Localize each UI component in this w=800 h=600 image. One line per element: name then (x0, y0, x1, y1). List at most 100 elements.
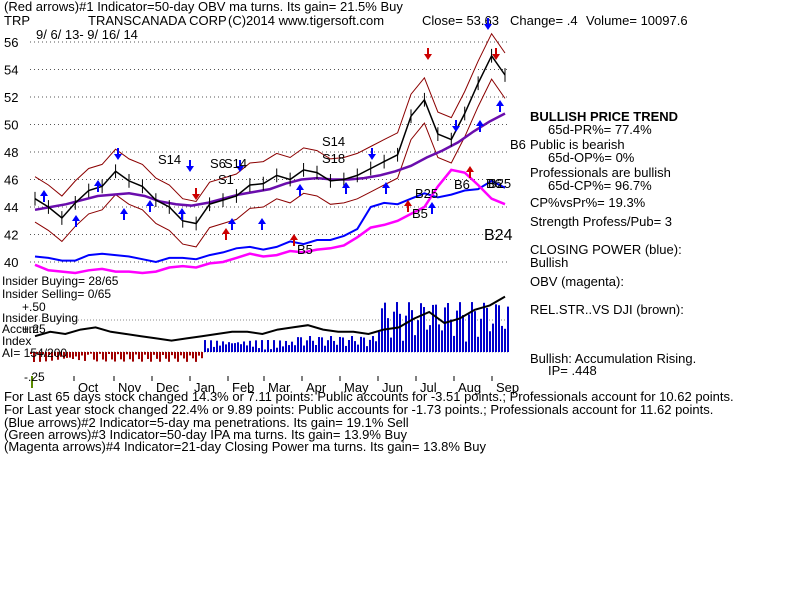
y-tick-40: 40 (4, 255, 18, 270)
accum-bar (138, 352, 140, 360)
x-tick-mar: Mar (268, 380, 291, 395)
accum-bar (81, 352, 83, 356)
accum-bar (162, 352, 164, 355)
accum-bar (234, 343, 236, 352)
up-arrow-icon (342, 182, 350, 194)
plus25-label: +.25 (22, 322, 46, 336)
minus25-label: -.25 (24, 370, 45, 384)
indicator1-line: (Red arrows)#1 Indicator=50-day OBV ma t… (4, 0, 403, 14)
accum-bar (75, 352, 77, 357)
insider-selling: Insider Selling= 0/65 (2, 287, 112, 301)
accum-bar (384, 302, 386, 352)
accum-bar (117, 352, 119, 355)
accum-bar (450, 319, 452, 352)
relative-strength-line (34, 295, 506, 342)
accum-bar (474, 311, 476, 352)
accum-bar (126, 352, 128, 355)
accum-bar (315, 345, 317, 352)
cpvspr-line: CP%vsPr%= 19.3% (530, 195, 646, 210)
series-lines (34, 32, 506, 342)
accum-bar (216, 340, 218, 352)
accum-bar (90, 352, 92, 354)
accum-rising: Bullish: Accumulation Rising. (530, 351, 697, 366)
accum-bar (171, 352, 173, 356)
accum-bar (237, 342, 239, 352)
up-arrow-icon (146, 200, 154, 212)
signal-label-b25: B25 (488, 176, 511, 191)
accum-bar (435, 304, 437, 352)
accum-bar (93, 352, 95, 360)
accum-bar (129, 352, 131, 360)
cp-line: 65d-CP%= 96.7% (548, 178, 652, 193)
accum-bar (459, 302, 461, 352)
accum-bar (447, 302, 449, 352)
accum-bar (36, 352, 38, 355)
accum-bar (102, 352, 104, 360)
prof-line: Professionals are bullish (530, 165, 671, 180)
accum-bar (39, 352, 41, 362)
up-arrow-icon (94, 180, 102, 192)
down-arrow-icon (236, 160, 244, 172)
up-arrow-icon (466, 166, 474, 178)
accum-bar (456, 310, 458, 352)
accum-bar (369, 339, 371, 352)
accum-bar (201, 352, 203, 359)
signal-label-b6: B6 (454, 177, 470, 192)
accum-bar (282, 346, 284, 352)
accum-bar (411, 310, 413, 352)
accum-bar (180, 352, 182, 356)
y-tick-48: 48 (4, 145, 18, 160)
signal-label-s14: S14 (224, 156, 247, 171)
accum-bar (156, 352, 158, 359)
moving-average-line (34, 112, 506, 212)
accum-bar (69, 352, 71, 358)
accum-bar (177, 352, 179, 362)
accum-bar (189, 352, 191, 356)
accum-bar (195, 352, 197, 362)
accum-bar (132, 352, 134, 362)
accum-bar (249, 340, 251, 352)
upper-band-line (34, 32, 506, 203)
accum-bar (297, 337, 299, 352)
accum-bar (285, 340, 287, 352)
accum-bar (210, 340, 212, 352)
y-tick-54: 54 (4, 63, 18, 78)
accum-bar (207, 348, 209, 352)
accum-bar (477, 336, 479, 352)
accum-bar (390, 337, 392, 352)
accum-bar (354, 341, 356, 352)
accum-bar (60, 352, 62, 357)
accum-bar (453, 335, 455, 352)
accum-bar (213, 346, 215, 352)
signal-label-b24: B24 (484, 227, 513, 244)
accum-bar (378, 332, 380, 352)
pr-line: 65d-PR%= 77.4% (548, 122, 652, 137)
x-tick-apr: Apr (306, 380, 327, 395)
x-tick-aug: Aug (458, 380, 481, 395)
y-tick-50: 50 (4, 118, 18, 133)
footer-line-green: (Green arrows)#3 Indicator=50-day IPA ma… (4, 427, 407, 442)
down-arrow-icon (484, 18, 492, 30)
change-value: Change= .4 (510, 13, 578, 28)
accum-bar (240, 344, 242, 352)
accum-bar (498, 305, 500, 352)
accum-bar (168, 352, 170, 362)
accum-bar (480, 318, 482, 352)
accum-bar (273, 340, 275, 352)
signal-label-b6: B6 (486, 176, 502, 191)
accum-bar (279, 340, 281, 352)
accum-bar (402, 340, 404, 352)
relstr-label: REL.STR..VS DJI (brown): (530, 302, 684, 317)
up-arrow-icon (178, 208, 186, 220)
up-arrow-icon (258, 218, 266, 230)
accum-bar (345, 345, 347, 352)
accum-bar (186, 352, 188, 362)
signal-label-s14: S14 (158, 152, 181, 167)
accum-bar (324, 345, 326, 352)
accum-bar (66, 352, 68, 358)
op-line: 65d-OP%= 0% (548, 150, 635, 165)
accum-bar (84, 352, 86, 361)
accum-bar (468, 314, 470, 352)
accum-bar (261, 340, 263, 352)
insider-buying: Insider Buying= 28/65 (2, 274, 119, 288)
